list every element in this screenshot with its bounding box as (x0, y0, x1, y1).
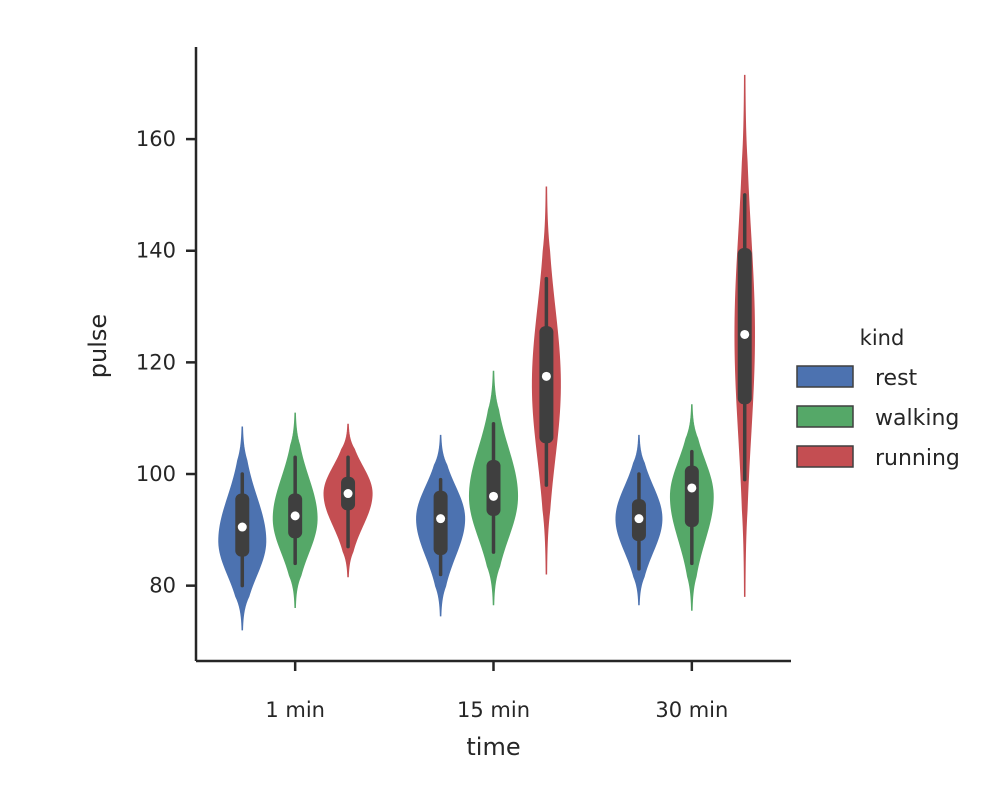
x-ticks: 1 min 15 min 30 min (265, 661, 728, 722)
x-tick-label: 15 min (457, 698, 530, 722)
x-axis-title: time (466, 733, 520, 761)
violin-median-point (436, 514, 446, 524)
violin-median-point (343, 489, 353, 499)
legend-label-walking: walking (875, 406, 959, 431)
violin-median-point (237, 522, 247, 532)
violin-median-point (541, 371, 551, 381)
y-ticks: 80 100 120 140 160 (136, 127, 196, 598)
violin-median-point (740, 329, 750, 339)
legend-swatch-walking (796, 405, 854, 428)
violin-iqr-box (737, 247, 752, 405)
legend-title: kind (860, 326, 905, 350)
violin-median-point (290, 511, 300, 521)
legend: kind rest walking running (796, 326, 960, 471)
y-tick-label: 120 (136, 350, 176, 374)
violin-iqr-box (486, 460, 501, 516)
y-tick-label: 160 (136, 127, 176, 151)
y-tick-label: 140 (136, 239, 176, 263)
y-tick-label: 80 (149, 574, 176, 598)
violin-median-point (687, 483, 697, 493)
x-tick-label: 1 min (265, 698, 325, 722)
violin-iqr-box (684, 465, 699, 528)
violins-layer (218, 74, 755, 631)
legend-label-running: running (875, 446, 960, 471)
violin-median-point (634, 514, 644, 524)
y-tick-label: 100 (136, 462, 176, 486)
legend-swatch-rest (796, 365, 854, 388)
legend-label-rest: rest (875, 366, 918, 391)
x-tick-label: 30 min (655, 698, 728, 722)
y-axis-title: pulse (84, 314, 112, 378)
legend-swatch-running (796, 445, 854, 468)
violin-median-point (489, 491, 498, 501)
violin-iqr-box (539, 326, 554, 444)
